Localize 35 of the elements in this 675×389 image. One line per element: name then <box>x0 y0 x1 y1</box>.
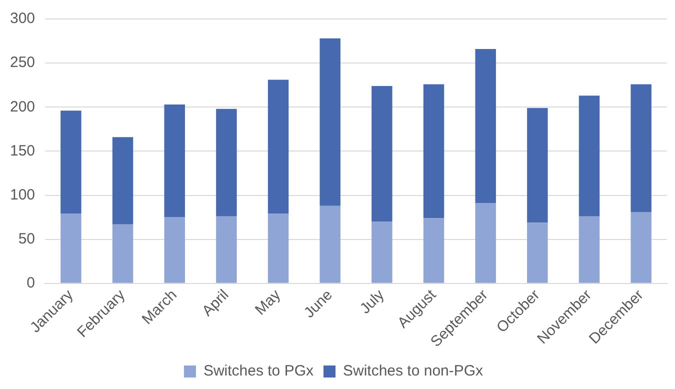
y-tick-label: 0 <box>26 274 36 292</box>
bar <box>320 206 340 283</box>
bar <box>112 137 134 224</box>
bar <box>216 216 237 283</box>
bar <box>112 224 134 283</box>
bar <box>60 214 82 283</box>
bar <box>372 86 392 222</box>
y-tick-label: 150 <box>10 142 36 160</box>
bar <box>268 214 289 283</box>
y-tick-label: 300 <box>10 10 36 28</box>
y-tick-label: 250 <box>10 54 36 72</box>
bar <box>60 110 82 214</box>
legend-label: Switches to PGx <box>203 362 314 380</box>
y-tick-label: 100 <box>10 186 36 204</box>
bar <box>578 96 600 216</box>
y-tick-label: 200 <box>10 98 36 116</box>
bar <box>578 216 600 283</box>
x-tick-label: July <box>356 286 388 318</box>
bar <box>630 212 652 283</box>
legend-label: Switches to non-PGx <box>342 362 484 380</box>
bar <box>216 108 237 216</box>
bar <box>164 217 185 283</box>
bar <box>320 38 340 206</box>
bar <box>527 108 548 223</box>
bar <box>527 222 548 283</box>
bar <box>475 203 496 283</box>
x-tick-label: May <box>252 286 284 319</box>
bar <box>423 218 444 283</box>
bar <box>630 84 652 212</box>
y-tick-label: 50 <box>18 230 36 248</box>
bar <box>423 84 444 218</box>
bar <box>475 48 496 204</box>
bar <box>164 104 185 218</box>
bar <box>372 222 392 283</box>
bar <box>268 80 289 214</box>
